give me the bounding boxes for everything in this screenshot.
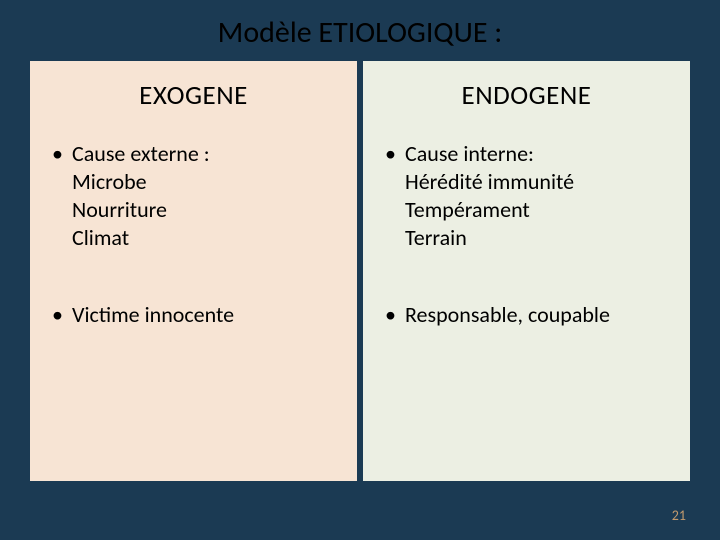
bullet-sub: Climat [52, 224, 357, 252]
bullet-item: • Cause externe : [52, 140, 357, 168]
bullet-lead: Cause externe : [72, 140, 210, 168]
bullet-block: • Responsable, coupable [363, 301, 690, 329]
bullet-item: • Cause interne: [385, 140, 690, 168]
panel-heading-right: ENDOGENE [363, 79, 690, 112]
bullet-sub: Microbe [52, 168, 357, 196]
bullet-lead: Cause interne: [405, 140, 534, 168]
panel-endogene: ENDOGENE • Cause interne: Hérédité immun… [363, 61, 690, 481]
bullet-dot-icon: • [385, 140, 405, 168]
bullet-item: • Responsable, coupable [385, 301, 690, 329]
bullet-dot-icon: • [52, 140, 72, 168]
panels-container: EXOGENE • Cause externe : Microbe Nourri… [0, 61, 720, 481]
bullet-block: • Cause externe : Microbe Nourriture Cli… [30, 140, 357, 253]
bullet-lead: Victime innocente [72, 301, 234, 329]
slide-title: Modèle ETIOLOGIQUE : [0, 0, 720, 61]
bullet-sub: Terrain [385, 224, 690, 252]
bullet-block: • Victime innocente [30, 301, 357, 329]
bullet-lead: Responsable, coupable [405, 301, 610, 329]
page-number: 21 [672, 507, 686, 524]
bullet-block: • Cause interne: Hérédité immunité Tempé… [363, 140, 690, 253]
panel-exogene: EXOGENE • Cause externe : Microbe Nourri… [30, 61, 357, 481]
bullet-dot-icon: • [52, 301, 72, 329]
bullet-item: • Victime innocente [52, 301, 357, 329]
bullet-sub: Tempérament [385, 196, 690, 224]
panel-heading-left: EXOGENE [30, 79, 357, 112]
bullet-dot-icon: • [385, 301, 405, 329]
bullet-sub: Nourriture [52, 196, 357, 224]
bullet-sub: Hérédité immunité [385, 168, 690, 196]
